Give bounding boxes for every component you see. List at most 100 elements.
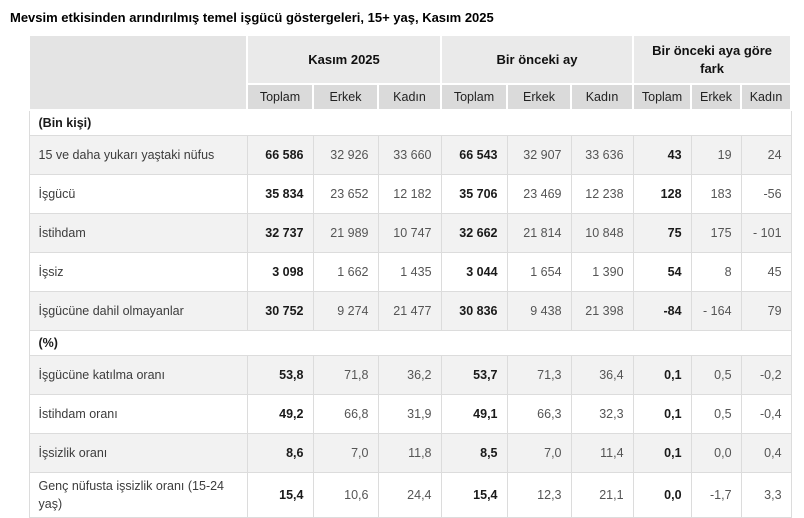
section-row: (Bin kişi): [28, 109, 792, 136]
table-row: İşgücüne dahil olmayanlar 30 752 9 274 21 4…: [28, 291, 792, 331]
section-header: (Bin kişi): [28, 109, 792, 136]
cell-value: 36,4: [570, 355, 634, 395]
cell-value: 23 469: [506, 174, 572, 214]
section-header: (%): [28, 330, 792, 356]
table-row: İşsiz 3 098 1 662 1 435 3 044 1 654 1 390 54 8 45: [28, 252, 792, 292]
cell-value: 21 477: [377, 291, 442, 331]
cell-value: - 101: [740, 213, 792, 253]
row-label: 15 ve daha yukarı yaştaki nüfus: [28, 135, 248, 175]
cell-value: 21,1: [570, 471, 634, 518]
subheader-toplam: Toplam: [632, 83, 693, 111]
cell-toplam: 0,0: [632, 471, 692, 518]
column-group-kasim-2025: Kasım 2025: [245, 34, 443, 85]
subheader-erkek: Erkek: [312, 83, 379, 111]
cell-value: 66,8: [312, 394, 379, 434]
cell-toplam: 15,4: [440, 471, 508, 518]
row-label: Genç nüfusta işsizlik oranı (15-24 yaş): [28, 471, 248, 518]
cell-toplam: 3 044: [440, 252, 508, 292]
cell-toplam: 30 752: [246, 291, 314, 331]
row-label: İstihdam oranı: [28, 394, 248, 434]
labor-force-table: Kasım 2025 Bir önceki ay Bir önceki aya …: [28, 34, 793, 518]
cell-value: 32 907: [506, 135, 572, 175]
cell-value: 183: [690, 174, 742, 214]
cell-value: -0,4: [740, 394, 792, 434]
table-row: İstihdam oranı 49,2 66,8 31,9 49,1 66,3 32,3 0,…: [28, 394, 792, 434]
cell-value: 66,3: [506, 394, 572, 434]
cell-value: 0,4: [740, 433, 792, 473]
cell-toplam: 15,4: [246, 471, 314, 518]
cell-value: 11,8: [377, 433, 442, 473]
cell-value: 31,9: [377, 394, 442, 434]
row-label: İşgücüne katılma oranı: [28, 355, 248, 395]
table-row: İşgücü 35 834 23 652 12 182 35 706 23 469 12 2…: [28, 174, 792, 214]
header-sub-row: Toplam Erkek Kadın Toplam Erkek Kadın To…: [29, 83, 793, 111]
cell-value: 0,0: [690, 433, 742, 473]
cell-toplam: 49,1: [440, 394, 508, 434]
cell-value: 12 182: [377, 174, 442, 214]
table-row: İşgücüne katılma oranı 53,8 71,8 36,2 53,7 71…: [28, 355, 792, 395]
cell-value: 36,2: [377, 355, 442, 395]
table-row: İşsizlik oranı 8,6 7,0 11,8 8,5 7,0 11,4 0,1 0,0…: [28, 433, 792, 473]
cell-value: 11,4: [570, 433, 634, 473]
cell-value: 8: [690, 252, 742, 292]
cell-value: 7,0: [312, 433, 379, 473]
row-label: İşsiz: [28, 252, 248, 292]
cell-value: 1 390: [570, 252, 634, 292]
column-group-fark: Bir önceki aya göre fark: [632, 34, 793, 85]
subheader-toplam: Toplam: [440, 83, 509, 111]
cell-toplam: 75: [632, 213, 692, 253]
subheader-toplam: Toplam: [246, 83, 314, 111]
cell-value: 12 238: [570, 174, 634, 214]
cell-toplam: 128: [632, 174, 692, 214]
cell-toplam: 66 543: [440, 135, 508, 175]
cell-value: 9 438: [506, 291, 572, 331]
subheader-kadin: Kadın: [376, 83, 443, 111]
cell-toplam: 0,1: [632, 355, 692, 395]
cell-value: 10 848: [570, 213, 634, 253]
table-row: Genç nüfusta işsizlik oranı (15-24 yaş) 1…: [28, 471, 792, 518]
cell-toplam: 35 706: [440, 174, 508, 214]
cell-toplam: 0,1: [632, 433, 692, 473]
cell-value: -1,7: [690, 471, 742, 518]
cell-value: 71,3: [506, 355, 572, 395]
cell-toplam: 30 836: [440, 291, 508, 331]
cell-value: 79: [740, 291, 792, 331]
cell-value: 0,5: [690, 355, 742, 395]
cell-value: 1 662: [312, 252, 379, 292]
row-label: İşgücüne dahil olmayanlar: [28, 291, 248, 331]
cell-toplam: 53,7: [440, 355, 508, 395]
cell-value: 12,3: [506, 471, 572, 518]
cell-value: 175: [690, 213, 742, 253]
cell-value: 10,6: [312, 471, 379, 518]
row-label: İşgücü: [28, 174, 248, 214]
cell-toplam: 35 834: [246, 174, 314, 214]
cell-value: 10 747: [377, 213, 442, 253]
cell-value: 7,0: [506, 433, 572, 473]
cell-toplam: 8,5: [440, 433, 508, 473]
subheader-erkek: Erkek: [506, 83, 573, 111]
page-title: Mevsim etkisinden arındırılmış temel işg…: [10, 10, 494, 25]
cell-value: 32,3: [570, 394, 634, 434]
row-label: İşsizlik oranı: [28, 433, 248, 473]
row-label: İstihdam: [28, 213, 248, 253]
cell-toplam: 32 737: [246, 213, 314, 253]
cell-toplam: 53,8: [246, 355, 314, 395]
cell-value: 33 660: [377, 135, 442, 175]
cell-value: 3,3: [740, 471, 792, 518]
cell-value: 9 274: [312, 291, 379, 331]
cell-toplam: 54: [632, 252, 692, 292]
cell-value: - 164: [690, 291, 742, 331]
cell-toplam: 0,1: [632, 394, 692, 434]
cell-toplam: 32 662: [440, 213, 508, 253]
cell-toplam: 49,2: [246, 394, 314, 434]
table-row: 15 ve daha yukarı yaştaki nüfus 66 586 32 …: [28, 135, 792, 175]
cell-value: 21 814: [506, 213, 572, 253]
table-row: İstihdam 32 737 21 989 10 747 32 662 21 814 10…: [28, 213, 792, 253]
subheader-kadin: Kadın: [740, 83, 793, 111]
subheader-kadin: Kadın: [570, 83, 635, 111]
cell-value: 24,4: [377, 471, 442, 518]
cell-toplam: 43: [632, 135, 692, 175]
cell-value: -56: [740, 174, 792, 214]
cell-toplam: 8,6: [246, 433, 314, 473]
